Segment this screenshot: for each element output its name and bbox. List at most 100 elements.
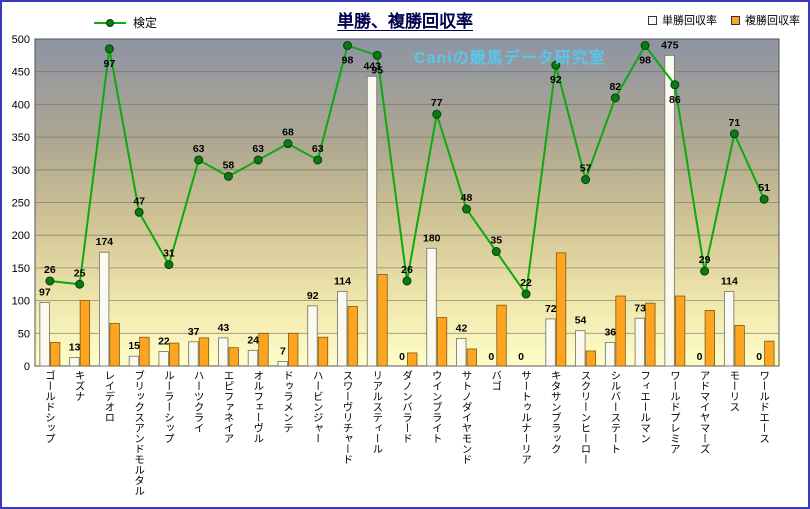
- bar-fukusho: [764, 340, 775, 367]
- y-axis-tick-label: 50: [18, 328, 30, 340]
- tansho-value-label: 443: [363, 60, 381, 72]
- tansho-value-label: 24: [247, 334, 259, 346]
- legend-fukusho-label: 複勝回収率: [745, 15, 800, 27]
- kentei-dot-icon: [106, 18, 114, 27]
- bar-tansho: [634, 317, 645, 367]
- y-axis-tick-label: 100: [12, 296, 30, 308]
- tansho-value-label: 92: [307, 290, 319, 302]
- y-axis-tick-label: 400: [12, 99, 30, 111]
- bar-tansho: [218, 337, 229, 367]
- kentei-point: [372, 50, 382, 60]
- tansho-value-label: 0: [756, 351, 762, 363]
- kentei-value-label: 97: [104, 58, 116, 70]
- bar-fukusho: [466, 348, 477, 367]
- tansho-value-label: 37: [188, 326, 200, 338]
- bar-fukusho: [228, 347, 239, 367]
- kentei-value-label: 47: [133, 195, 145, 207]
- bar-tansho: [426, 247, 437, 367]
- legend-item-fukusho: 複勝回収率: [731, 12, 800, 28]
- kentei-value-label: 51: [758, 182, 770, 194]
- legend-series: 単勝回収率 複勝回収率: [648, 12, 800, 28]
- watermark: Caniの競馬データ研究室: [414, 50, 606, 67]
- tansho-value-label: 475: [661, 39, 679, 51]
- bar-fukusho: [109, 323, 120, 367]
- kentei-point: [342, 41, 352, 51]
- kentei-point: [402, 276, 412, 286]
- y-axis-tick-label: 350: [12, 132, 30, 144]
- fukusho-swatch-icon: [731, 15, 740, 25]
- tansho-value-label: 22: [158, 336, 170, 348]
- kentei-value-label: 82: [609, 81, 621, 93]
- kentei-point: [581, 175, 591, 185]
- kentei-value-label: 35: [490, 235, 502, 247]
- kentei-value-label: 95: [371, 64, 383, 76]
- tansho-value-label: 0: [518, 351, 524, 363]
- bar-tansho: [664, 54, 675, 367]
- kentei-value-label: 26: [401, 264, 413, 276]
- bar-fukusho: [555, 252, 567, 367]
- bar-tansho: [69, 357, 80, 367]
- tansho-value-label: 54: [575, 315, 587, 327]
- kentei-point: [45, 276, 55, 286]
- bar-tansho: [99, 251, 110, 367]
- bar-fukusho: [377, 274, 388, 367]
- bar-fukusho: [198, 337, 210, 367]
- bar-fukusho: [258, 332, 269, 367]
- tansho-value-label: 114: [334, 275, 351, 287]
- legend-tansho-label: 単勝回収率: [662, 15, 717, 27]
- y-axis-tick-label: 450: [12, 67, 30, 79]
- tansho-value-label: 73: [634, 302, 646, 314]
- tansho-value-label: 0: [399, 351, 405, 363]
- y-axis-tick-label: 200: [12, 230, 30, 242]
- tansho-value-label: 72: [545, 303, 557, 315]
- kentei-value-label: 48: [461, 192, 473, 204]
- kentei-value-label: 57: [580, 163, 592, 175]
- kentei-point: [462, 204, 472, 214]
- kentei-point: [104, 44, 114, 54]
- tansho-value-label: 43: [218, 322, 230, 334]
- kentei-value-label: 92: [550, 74, 562, 86]
- kentei-point: [700, 266, 710, 276]
- bar-fukusho: [169, 342, 180, 367]
- y-axis-tick-label: 500: [12, 34, 30, 46]
- kentei-point: [283, 139, 293, 149]
- tansho-value-label: 97: [39, 287, 51, 299]
- kentei-value-label: 63: [252, 143, 264, 155]
- y-axis-tick-label: 0: [24, 361, 30, 373]
- tansho-value-label: 0: [697, 351, 703, 363]
- legend-kentei-label: 検定: [133, 16, 158, 30]
- tansho-value-label: 42: [456, 323, 468, 335]
- bar-tansho: [277, 361, 288, 367]
- bar-tansho: [337, 291, 348, 367]
- bar-fukusho: [585, 350, 596, 367]
- bar-fukusho: [645, 302, 656, 367]
- y-axis-tick-label: 150: [12, 263, 30, 275]
- kentei-value-label: 63: [193, 143, 205, 155]
- kentei-value-label: 26: [44, 264, 56, 276]
- kentei-point: [432, 109, 442, 119]
- bar-tansho: [575, 330, 586, 367]
- bar-tansho: [545, 318, 556, 367]
- kentei-value-label: 68: [282, 127, 294, 139]
- kentei-point: [223, 171, 233, 181]
- kentei-point: [75, 279, 85, 289]
- legend-kentei: 検定: [94, 14, 157, 31]
- bar-tansho: [188, 341, 199, 367]
- kentei-point: [551, 60, 561, 70]
- bar-fukusho: [347, 306, 358, 367]
- bar-tansho: [366, 75, 378, 367]
- bar-fukusho: [407, 352, 418, 367]
- bar-fukusho: [139, 336, 150, 367]
- bar-fukusho: [436, 317, 448, 367]
- bar-tansho: [39, 302, 50, 367]
- tansho-value-label: 174: [96, 236, 114, 248]
- bar-fukusho: [734, 325, 745, 367]
- bar-fukusho: [615, 295, 626, 367]
- bar-tansho: [128, 355, 140, 367]
- kentei-point: [759, 194, 769, 204]
- kentei-point: [670, 80, 680, 90]
- tansho-value-label: 13: [69, 341, 81, 353]
- kentei-point: [164, 260, 174, 270]
- kentei-point: [194, 155, 204, 165]
